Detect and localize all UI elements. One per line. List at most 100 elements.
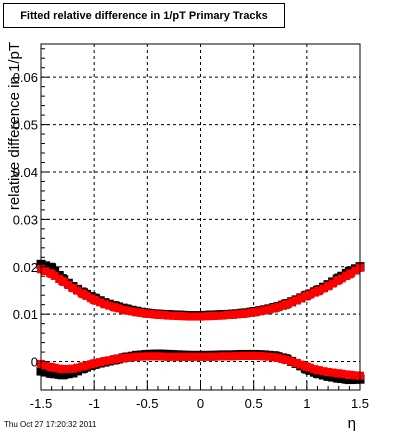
marker [64,281,73,290]
y-axis-title: relative difference in 1/pT [6,42,23,210]
marker [232,352,241,361]
marker [41,361,50,370]
marker [96,298,105,307]
data-point [334,373,344,383]
x-tick-label: -0.5 [136,396,158,411]
x-tick-label: -1 [88,396,100,411]
marker [63,369,73,379]
marker [351,371,360,380]
series-3 [37,351,364,380]
data-point [239,309,248,318]
y-tick-label: 0.02 [13,260,38,275]
data-point [334,276,343,285]
marker [169,311,178,320]
data-point [175,352,184,361]
marker [264,305,273,314]
data-point [47,263,57,273]
data-point [122,306,131,315]
x-tick-label: 1 [303,396,310,411]
y-tick-label: 0.06 [13,70,38,85]
marker [128,307,137,316]
data-point [207,312,216,321]
marker [160,352,169,361]
marker [137,308,146,317]
marker [73,286,82,295]
y-tick-label: 0.05 [13,118,38,133]
data-point [292,296,301,305]
chart-title: Fitted relative difference in 1/pT Prima… [3,3,285,28]
data-point [90,295,99,304]
data-point [111,355,120,364]
data-point [228,310,237,319]
data-point [68,284,77,293]
data-point [239,351,248,360]
data-point [47,368,57,378]
y-tick-label: 0.01 [13,307,38,322]
x-tick-label: 0.5 [245,396,263,411]
data-point [217,352,226,361]
marker [319,367,328,376]
marker [296,360,305,369]
y-tick-label: 0.04 [13,165,38,180]
marker [223,311,232,320]
marker [264,352,273,361]
data-point [164,352,173,361]
y-tick-label: 0.03 [13,212,38,227]
data-point [132,352,141,361]
grid [41,44,360,390]
data-point [260,352,269,361]
data-point [90,359,99,368]
data-point [196,312,205,321]
data-point [153,310,162,319]
data-point [228,352,237,361]
marker [255,352,264,361]
data-point [345,270,354,279]
axes: -1.5 -1 -0.5 0 0.5 1 1.5 0 0.01 0.02 0.03 0.04 0.05 0… [13,48,369,411]
marker [128,353,137,362]
data-point [313,287,322,296]
data-point [58,276,67,285]
data-point [143,309,152,318]
data-point [249,351,258,360]
data-point [249,308,258,317]
marker [328,279,337,288]
marker [328,372,338,382]
data-point [132,308,141,317]
data-point [68,368,78,378]
marker [105,301,114,310]
data-point [47,363,56,372]
data-point [175,312,184,321]
data-point [57,370,67,380]
x-tick-label: -1.5 [30,396,52,411]
data-point [344,375,354,385]
marker [160,311,169,320]
marker [41,367,51,377]
data-point [47,269,56,278]
timestamp: Thu Oct 27 17:20:32 2011 [4,420,97,429]
data-point [111,303,120,312]
data-point [207,352,216,361]
data-point [79,362,88,371]
data-point [122,353,131,362]
marker [169,352,178,361]
data-point [153,352,162,361]
marker [105,356,114,365]
data-point [143,352,152,361]
data-point [281,300,290,309]
data-point [260,306,269,315]
marker [64,364,73,373]
data-point [302,291,311,300]
marker [201,312,210,321]
data-point [79,290,88,299]
data-point [302,362,311,371]
y-tick-label: 0 [31,355,38,370]
marker [287,298,296,307]
data-point [270,304,279,313]
marker [319,284,328,293]
data-point [100,300,109,309]
data-point [68,364,77,373]
data-point [58,365,67,374]
data-point [164,311,173,320]
data-point [313,366,322,375]
